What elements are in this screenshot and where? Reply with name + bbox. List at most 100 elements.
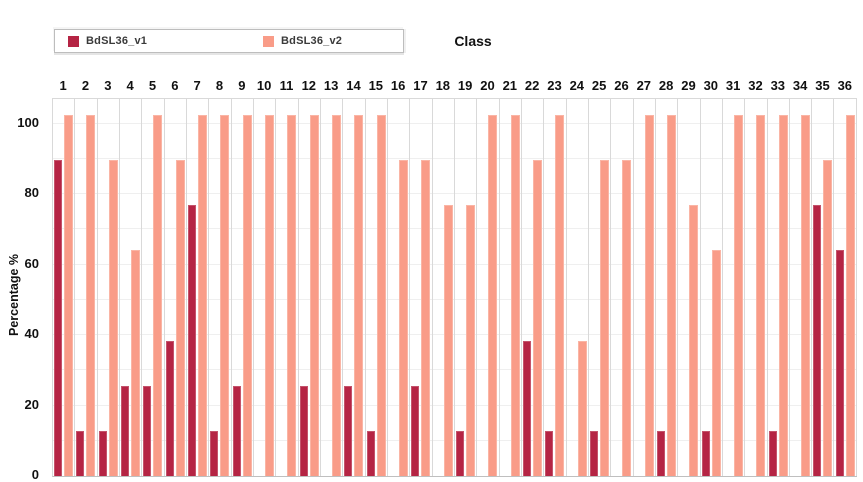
bar-BdSL36_v2-class-5	[153, 114, 163, 476]
bar-BdSL36_v2-class-1	[64, 114, 74, 476]
bar-BdSL36_v1-class-4	[121, 385, 130, 476]
x-tick-label: 6	[171, 78, 179, 93]
bar-BdSL36_v2-class-35	[823, 160, 833, 476]
bar-group-class-7	[187, 99, 210, 476]
bar-group-class-3	[98, 99, 120, 476]
x-tick-label: 30	[703, 78, 719, 93]
gridline-horizontal	[53, 157, 857, 159]
bar-BdSL36_v2-class-3	[108, 160, 118, 476]
gridline-horizontal	[53, 334, 857, 335]
bar-BdSL36_v1-class-19	[456, 430, 465, 476]
x-tick-label: 28	[658, 78, 674, 93]
y-tick-label: 0	[31, 467, 39, 482]
legend-item-BdSL36_v2: BdSL36_v2	[263, 30, 342, 52]
bar-group-class-24	[567, 99, 589, 476]
bar-BdSL36_v2-class-9	[242, 114, 252, 476]
x-tick-label: 7	[193, 78, 201, 93]
bar-BdSL36_v2-class-7	[198, 114, 208, 476]
bar-group-class-22	[522, 99, 545, 476]
x-tick-label: 27	[636, 78, 652, 93]
bar-BdSL36_v2-class-36	[845, 114, 855, 476]
bar-group-class-36	[834, 99, 857, 476]
bar-BdSL36_v1-class-5	[143, 385, 152, 476]
bar-group-class-33	[768, 99, 790, 476]
bar-BdSL36_v1-class-17	[411, 385, 420, 476]
legend-label: BdSL36_v1	[86, 35, 148, 47]
bar-group-class-34	[790, 99, 813, 476]
x-tick-label: 13	[323, 78, 339, 93]
x-tick-label: 2	[81, 78, 90, 93]
bar-group-class-21	[500, 99, 522, 476]
bar-BdSL36_v2-class-16	[399, 160, 409, 476]
bar-BdSL36_v1-class-28	[657, 430, 666, 476]
bar-BdSL36_v2-class-15	[376, 114, 386, 476]
bar-BdSL36_v2-class-17	[421, 160, 431, 476]
bar-BdSL36_v2-class-6	[175, 160, 185, 476]
bar-group-class-13	[321, 99, 344, 476]
bar-group-class-17	[410, 99, 433, 476]
y-tick-label: 20	[24, 396, 39, 412]
bar-group-class-26	[611, 99, 634, 476]
bar-BdSL36_v2-class-23	[555, 114, 565, 476]
bar-group-class-1	[53, 99, 76, 476]
bar-group-class-32	[745, 99, 768, 476]
bar-group-class-14	[343, 99, 366, 476]
y-tick-label: 40	[24, 326, 39, 341]
x-tick-label: 17	[413, 78, 428, 93]
bar-BdSL36_v1-class-2	[76, 430, 85, 476]
gridline-horizontal	[53, 369, 857, 371]
bar-group-class-35	[812, 99, 835, 476]
x-tick-label: 19	[457, 78, 473, 93]
bar-BdSL36_v1-class-33	[768, 430, 777, 476]
y-tick-label: 100	[17, 114, 39, 130]
bar-BdSL36_v1-class-8	[210, 430, 219, 476]
bar-BdSL36_v1-class-25	[590, 430, 599, 476]
bar-BdSL36_v2-class-4	[131, 250, 141, 476]
bar-group-class-19	[455, 99, 478, 476]
x-tick-label: 12	[301, 78, 317, 93]
legend-label: BdSL36_v2	[281, 35, 343, 47]
x-tick-label: 1	[59, 78, 67, 93]
x-tick-label: 4	[126, 78, 134, 93]
bar-BdSL36_v1-class-6	[165, 340, 174, 476]
bar-group-class-31	[723, 99, 746, 476]
bar-BdSL36_v2-class-8	[220, 114, 230, 476]
bar-BdSL36_v2-class-32	[756, 114, 766, 476]
bar-BdSL36_v1-class-14	[344, 385, 353, 476]
x-tick-label: 29	[681, 78, 696, 93]
bar-group-class-12	[299, 99, 321, 476]
x-tick-label: 33	[770, 78, 786, 93]
x-tick-label: 22	[524, 78, 540, 93]
x-tick-label: 14	[346, 78, 361, 93]
bar-BdSL36_v2-class-27	[644, 114, 654, 476]
plot-area	[52, 98, 857, 477]
bar-group-class-15	[366, 99, 388, 476]
bar-group-class-20	[477, 99, 500, 476]
legend-swatch-icon	[68, 35, 79, 47]
bar-BdSL36_v2-class-31	[734, 114, 743, 476]
bar-BdSL36_v1-class-12	[299, 385, 308, 476]
x-tick-label: 8	[215, 78, 224, 93]
bar-BdSL36_v2-class-12	[309, 114, 319, 476]
x-tick-label: 23	[547, 78, 562, 93]
bar-BdSL36_v2-class-10	[265, 114, 275, 476]
bar-BdSL36_v2-class-19	[466, 205, 476, 476]
x-tick-label: 5	[148, 78, 157, 93]
bar-group-class-9	[232, 99, 254, 476]
x-tick-label: 9	[238, 78, 246, 93]
gridline-horizontal	[53, 122, 857, 124]
legend-item-BdSL36_v1: BdSL36_v1	[68, 30, 147, 52]
bar-BdSL36_v2-class-20	[488, 114, 498, 476]
bar-group-class-5	[142, 99, 165, 476]
bar-BdSL36_v1-class-9	[232, 385, 241, 476]
bar-BdSL36_v2-class-2	[86, 114, 96, 476]
x-tick-label: 10	[256, 78, 272, 93]
bar-BdSL36_v2-class-21	[510, 114, 520, 476]
bar-BdSL36_v1-class-15	[366, 430, 375, 476]
bar-group-class-2	[75, 99, 98, 476]
bar-BdSL36_v2-class-24	[577, 340, 587, 476]
bar-group-class-6	[165, 99, 187, 476]
bar-groups	[53, 99, 857, 476]
bar-group-class-10	[254, 99, 277, 476]
bar-group-class-30	[701, 99, 723, 476]
